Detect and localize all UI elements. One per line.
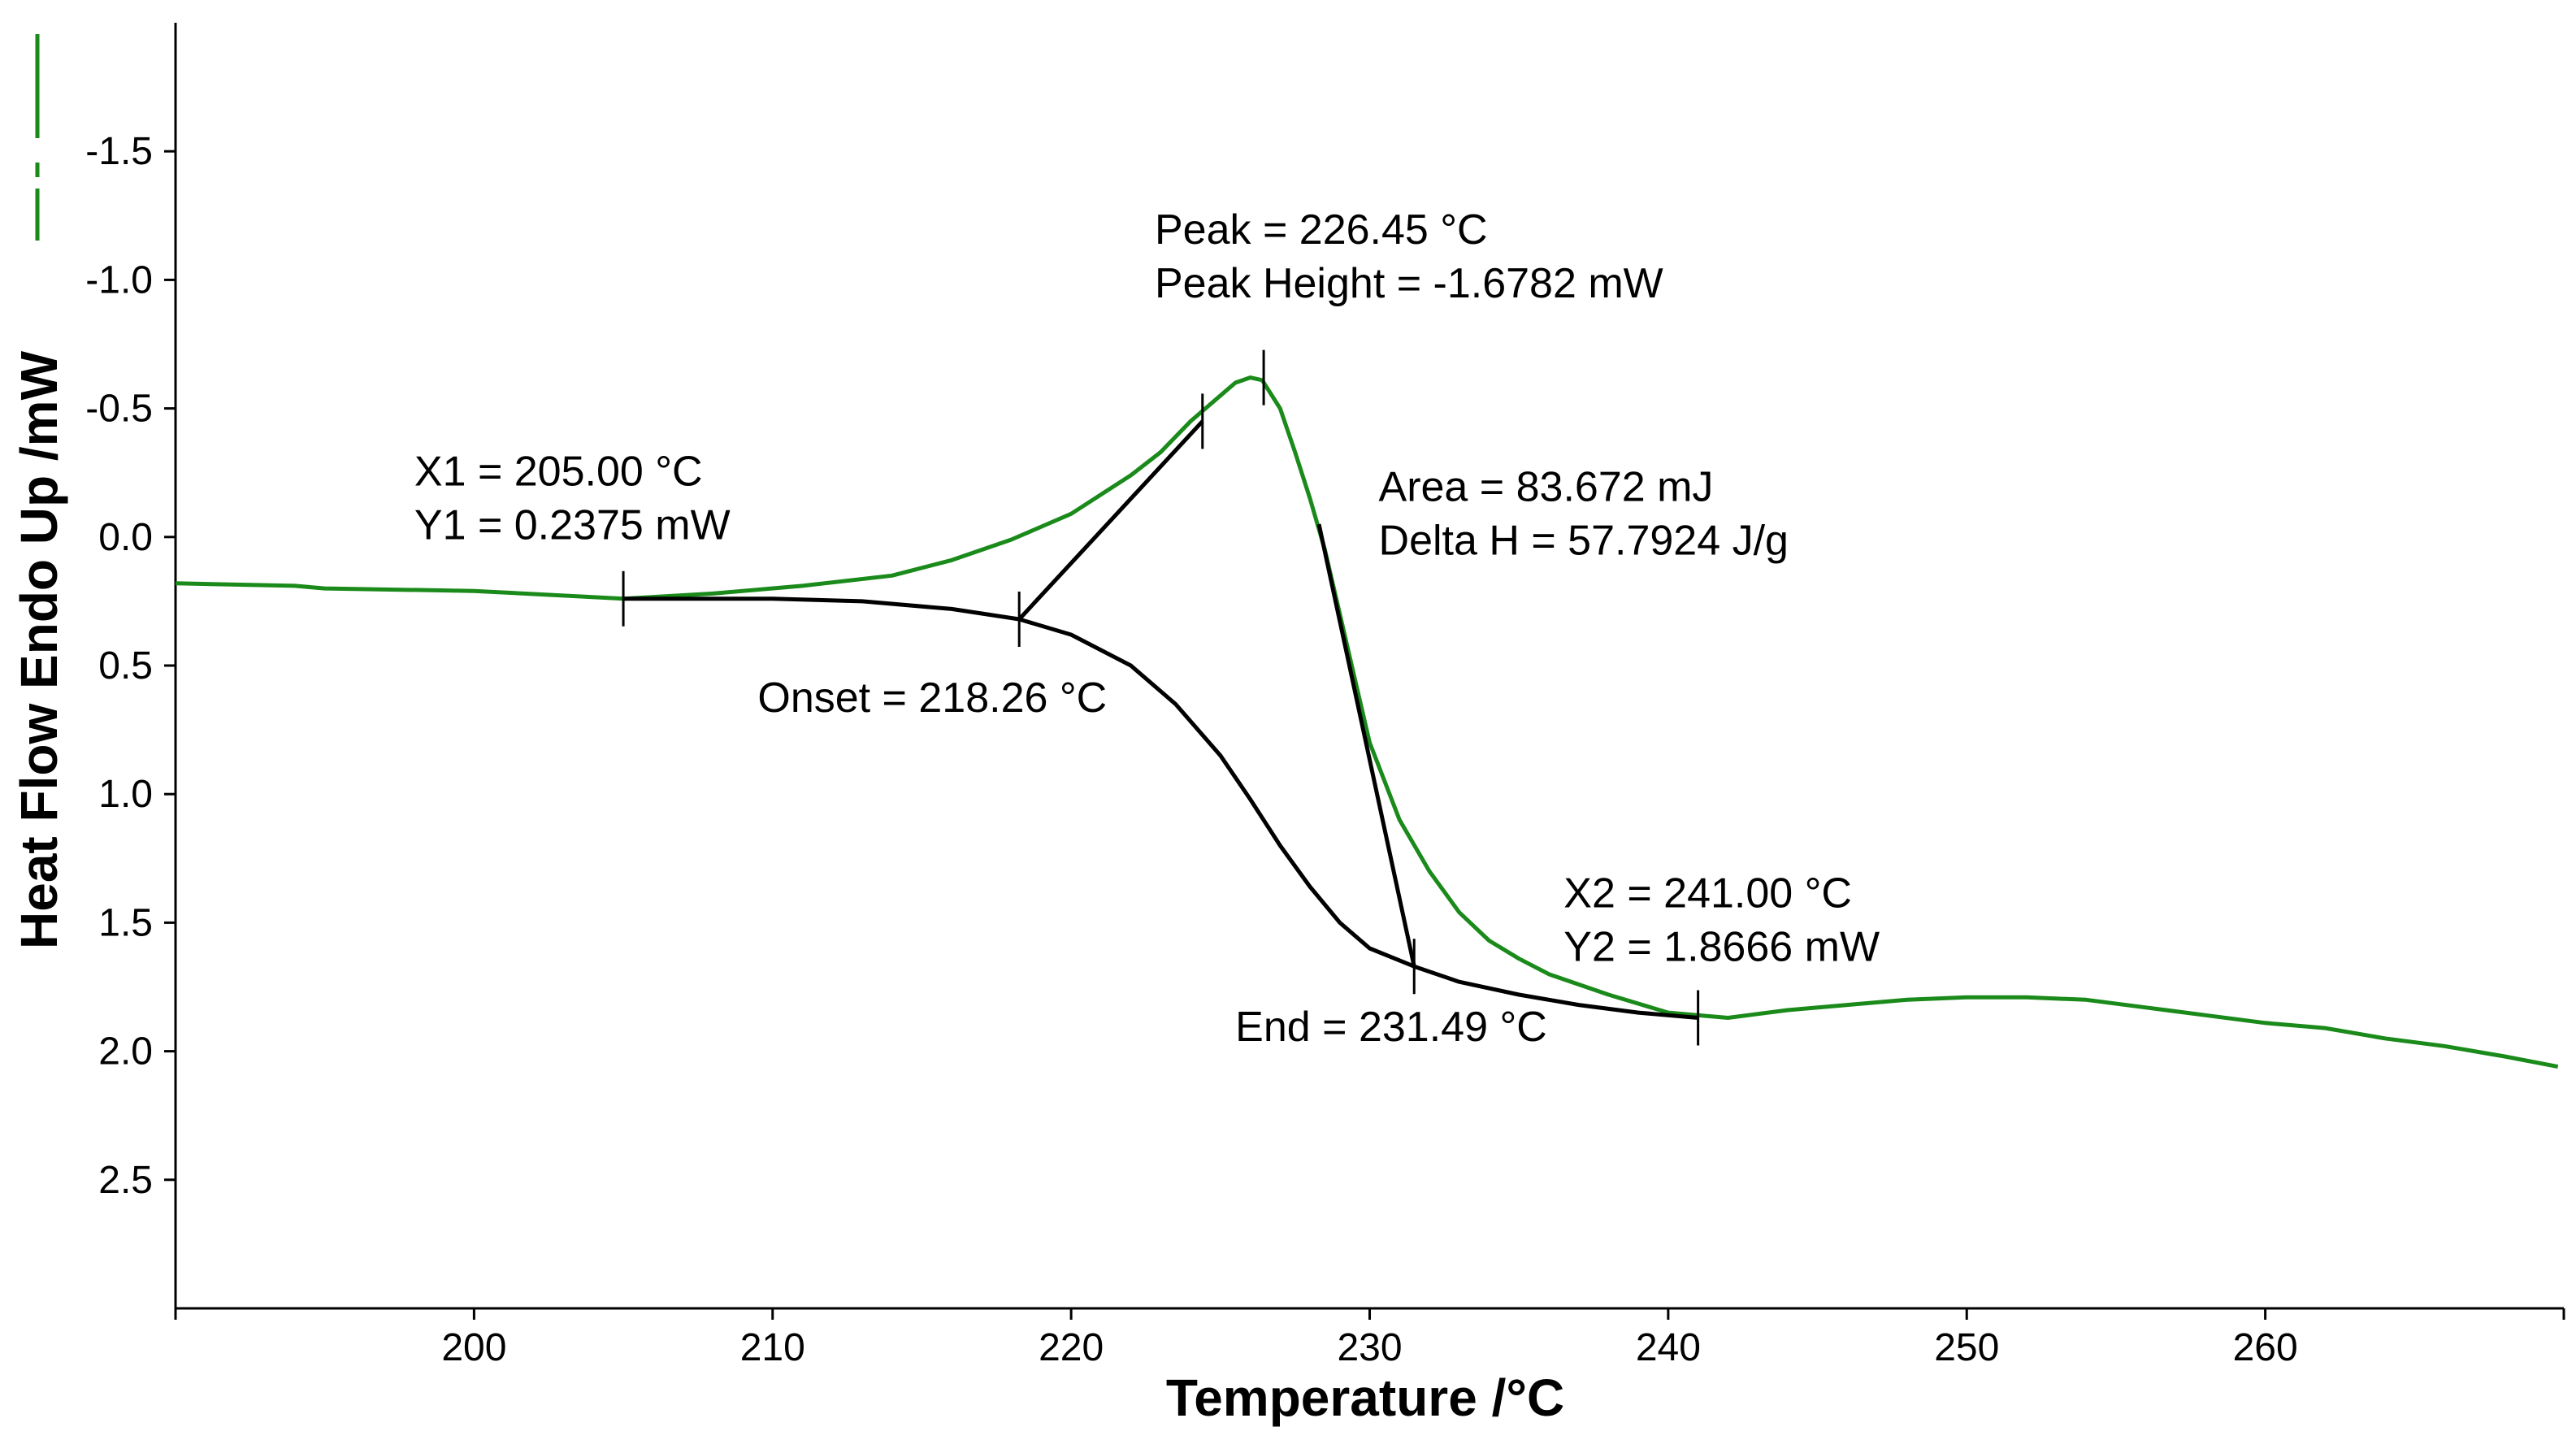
x-tick-label: 210 [740, 1326, 805, 1369]
x-tick-label: 200 [441, 1326, 506, 1369]
x-tick-label: 250 [1934, 1326, 1999, 1369]
y-tick-label: 1.5 [98, 901, 153, 944]
end-tangent-line [1316, 523, 1416, 967]
x2y2-annotation-line: X2 = 241.00 °C [1563, 870, 1852, 917]
end-annotation-line: End = 231.49 °C [1235, 1004, 1547, 1051]
marker-layer [622, 349, 1700, 1046]
x1y1-annotation-line: X1 = 205.00 °C [414, 449, 703, 496]
y-tick-label: 2.0 [98, 1030, 153, 1073]
y-tick-label: -1.5 [85, 130, 153, 173]
area-annotation: Area = 83.672 mJ Delta H = 57.7924 J/g [1379, 464, 1789, 565]
x2y2-annotation: X2 = 241.00 °C Y2 = 1.8666 mW [1563, 870, 1880, 970]
baseline-series-line [623, 596, 1698, 1020]
x-tick-label: 230 [1337, 1326, 1402, 1369]
construction-layer [1017, 419, 1416, 967]
y-axis-title: Heat Flow Endo Up /mW [10, 350, 68, 949]
series-layer [175, 375, 2559, 1069]
annotation-layer: Peak = 226.45 °C Peak Height = -1.6782 mW… [414, 206, 1880, 1051]
y-tick-label: 0.5 [98, 644, 153, 687]
axes: 200 210 220 230 240 250 260 -1.5 -1.0 -0.5 0.0 0.5 1… [85, 23, 2565, 1369]
x1y1-annotation: X1 = 205.00 °C Y1 = 0.2375 mW [414, 449, 731, 549]
y-tick-label: -0.5 [85, 388, 153, 431]
heat-flow-series-line [175, 375, 2559, 1069]
x2y2-annotation-line: Y2 = 1.8666 mW [1563, 923, 1880, 970]
x-tick-label: 220 [1039, 1326, 1104, 1369]
onset-annotation: Onset = 218.26 °C [757, 674, 1107, 722]
area-annotation-line: Delta H = 57.7924 J/g [1379, 518, 1789, 565]
peak-annotation-line: Peak = 226.45 °C [1155, 206, 1488, 254]
onset-annotation-line: Onset = 218.26 °C [757, 674, 1107, 722]
x-tick-label: 240 [1636, 1326, 1701, 1369]
y-tick-label: 1.0 [98, 773, 153, 816]
peak-annotation: Peak = 226.45 °C Peak Height = -1.6782 mW [1155, 206, 1663, 307]
y-tick-label: -1.0 [85, 258, 153, 301]
peak-annotation-line: Peak Height = -1.6782 mW [1155, 260, 1663, 307]
area-annotation-line: Area = 83.672 mJ [1379, 464, 1714, 511]
x1y1-annotation-line: Y1 = 0.2375 mW [414, 502, 731, 549]
x-axis-title: Temperature /°C [1166, 1368, 1564, 1427]
y-tick-label: 2.5 [98, 1159, 153, 1202]
x-tick-label: 260 [2233, 1326, 2298, 1369]
end-annotation: End = 231.49 °C [1235, 1004, 1547, 1051]
onset-tangent-line [1017, 419, 1204, 621]
y-tick-label: 0.0 [98, 516, 153, 559]
